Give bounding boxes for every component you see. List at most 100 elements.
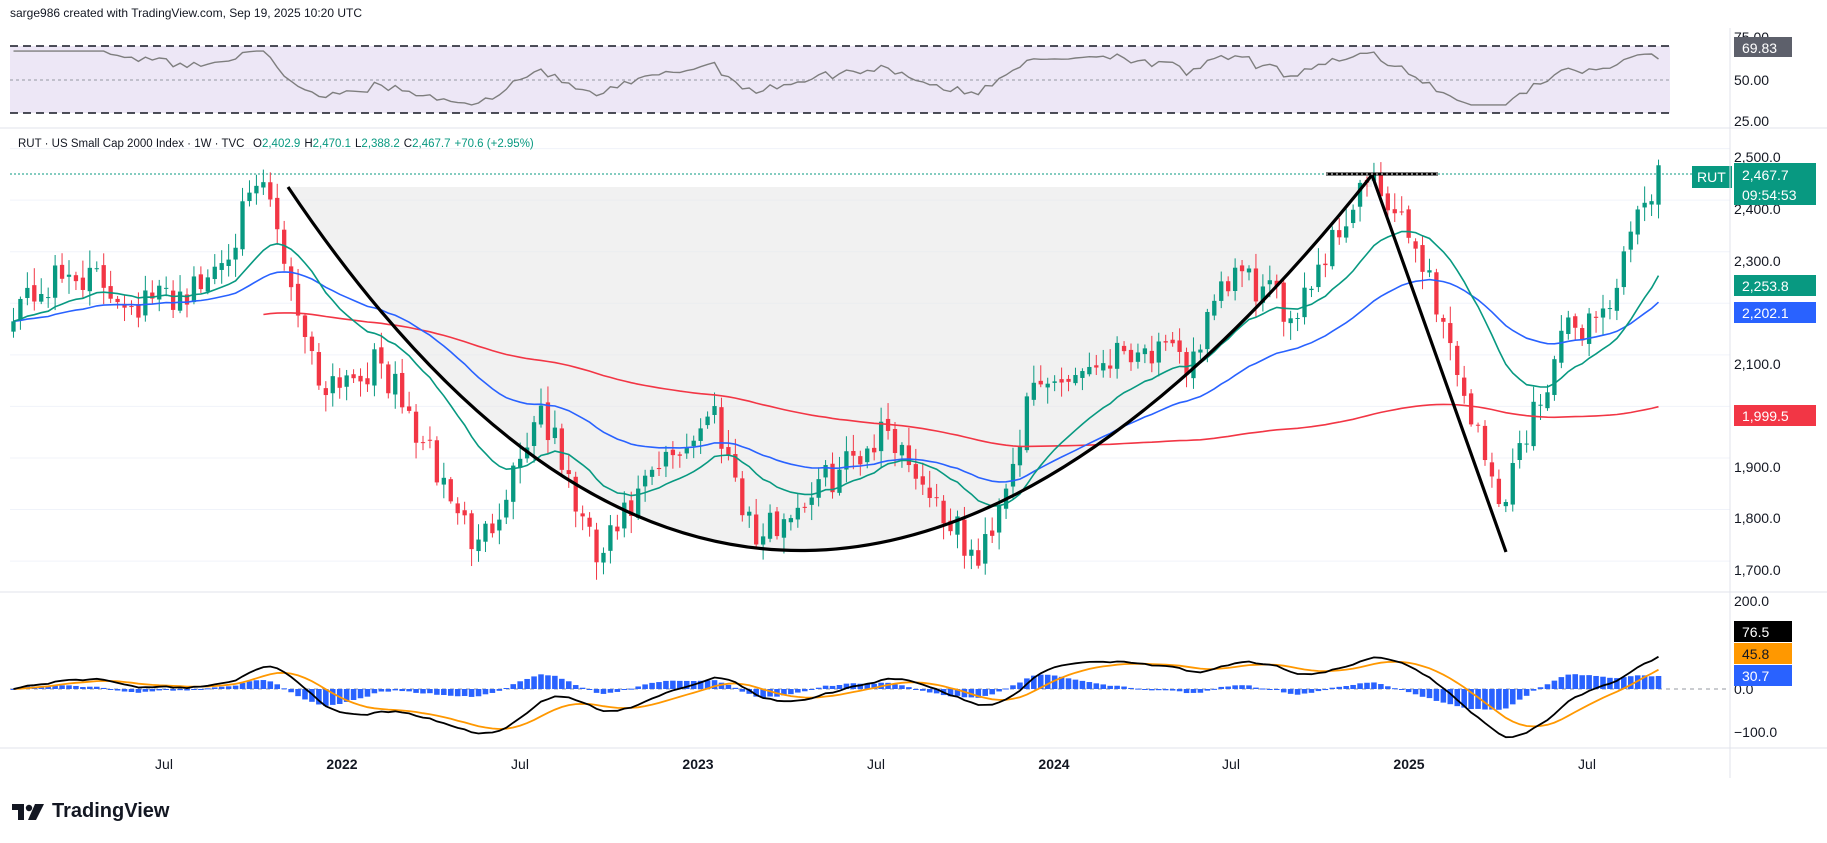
- ema-mid-value: 2,202.1: [1742, 305, 1789, 321]
- price-tick: 2,300.0: [1734, 253, 1781, 269]
- candle-up: [983, 534, 988, 564]
- macd-hist-bar: [892, 684, 898, 689]
- macd-hist-bar: [1280, 689, 1287, 693]
- macd-hist-bar: [586, 689, 593, 690]
- candle-down: [962, 519, 967, 556]
- macd-hist-bar: [1086, 682, 1093, 689]
- macd-hist-bar: [808, 689, 815, 690]
- candle-down: [1573, 316, 1578, 328]
- candle-down: [587, 517, 592, 527]
- candle-down: [80, 277, 86, 290]
- macd-pane[interactable]: 200.0 0.0 −100.0 76.5 45.8 30.7: [10, 593, 1792, 740]
- candle-up: [497, 519, 502, 531]
- tradingview-logo[interactable]: TradingView: [12, 800, 169, 823]
- macd-hist-bar: [1350, 684, 1356, 689]
- hist-value: 30.7: [1742, 668, 1769, 684]
- time-axis[interactable]: Jul 2022 Jul 2023 Jul 2024 Jul 2025 Jul: [155, 756, 1596, 772]
- macd-hist-bar: [434, 689, 440, 695]
- macd-hist-bar: [413, 689, 419, 693]
- macd-hist-bar: [329, 689, 336, 705]
- macd-hist-bar: [1641, 675, 1648, 689]
- macd-hist-bar: [239, 682, 246, 689]
- macd-hist-bar: [170, 689, 176, 691]
- handle-drop-line: [1370, 174, 1508, 553]
- macd-tick-200: 200.0: [1734, 593, 1769, 609]
- macd-hist-bar: [975, 689, 982, 698]
- candle-up: [1114, 342, 1120, 369]
- candle-down: [1489, 462, 1495, 477]
- price-tick: 1,800.0: [1734, 510, 1781, 526]
- candle-down: [1066, 378, 1071, 382]
- candle-up: [698, 428, 703, 441]
- macd-hist-bar: [1051, 675, 1058, 689]
- candle-up: [899, 444, 905, 456]
- ema-fast-value: 2,253.8: [1742, 278, 1789, 294]
- macd-hist-bar: [378, 689, 385, 692]
- macd-hist-bar: [572, 685, 579, 689]
- price-pane[interactable]: RUT · US Small Cap 2000 Index · 1W · TVC…: [10, 138, 1816, 580]
- macd-hist-bar: [996, 689, 1002, 692]
- price-axis: 2,500.0 2,400.0 2,300.0 2,100.0 1,900.0 …: [1734, 149, 1781, 578]
- macd-hist-bar: [1190, 689, 1197, 693]
- candle-down: [1593, 316, 1599, 318]
- candle-down: [268, 182, 273, 200]
- candle-down: [1392, 209, 1397, 214]
- macd-hist-bar: [1072, 679, 1079, 689]
- macd-hist-bar: [579, 687, 586, 689]
- candle-up: [1350, 209, 1356, 224]
- candle-up: [1566, 317, 1571, 335]
- candle-down: [1475, 424, 1481, 426]
- candle-down: [406, 406, 412, 411]
- macd-hist-bar: [1211, 688, 1218, 690]
- legend-c-label: C: [404, 138, 412, 150]
- macd-hist-bar: [822, 685, 829, 689]
- macd-hist-bar: [1121, 686, 1127, 689]
- candle-up: [143, 290, 148, 316]
- candle-up: [622, 502, 627, 529]
- macd-hist-bar: [1551, 680, 1558, 689]
- legend-ohlc: O2,402.9 H2,470.1 L2,388.2 C2,467.7 +70.6 (+…: [253, 138, 534, 150]
- rsi-tick-50: 50.00: [1734, 72, 1769, 88]
- candle-down: [990, 530, 995, 536]
- candle-down: [670, 449, 676, 456]
- candle-up: [1101, 363, 1106, 371]
- macd-hist-bar: [1169, 689, 1176, 691]
- price-tick: 2,500.0: [1734, 149, 1781, 165]
- candle-down: [427, 439, 433, 441]
- rsi-pane[interactable]: 75.00 50.00 25.00 69.83: [10, 29, 1792, 129]
- candle-up: [1510, 462, 1515, 505]
- last-price: 2,467.7: [1742, 167, 1789, 183]
- macd-hist-bar: [1385, 686, 1391, 689]
- candle-up: [212, 266, 217, 280]
- candle-down: [677, 454, 682, 456]
- macd-hist-bar: [420, 689, 426, 694]
- candle-down: [1121, 345, 1127, 352]
- candle-up: [441, 477, 446, 485]
- macd-hist-bar: [1433, 689, 1440, 701]
- macd-hist-bar: [1461, 689, 1467, 708]
- macd-hist-bar: [559, 678, 565, 689]
- candle-down: [309, 336, 315, 352]
- candle-down: [469, 513, 474, 550]
- candle-up: [1080, 371, 1085, 378]
- macd-hist-bar: [746, 689, 753, 694]
- candle-down: [545, 402, 551, 441]
- macd-hist-bar: [295, 689, 301, 697]
- candle-down: [892, 428, 898, 454]
- candle-up: [18, 298, 23, 321]
- legend-o-value: 2,402.9: [262, 138, 300, 150]
- candle-down: [1038, 380, 1043, 385]
- macd-hist-bar: [454, 689, 461, 697]
- macd-hist-bar: [732, 687, 739, 689]
- candle-down: [170, 290, 176, 310]
- candle-down: [566, 470, 571, 475]
- macd-hist-bar: [1454, 689, 1461, 707]
- macd-hist-bar: [954, 689, 961, 696]
- macd-hist-bar: [281, 688, 287, 690]
- macd-tick-neg100: −100.0: [1734, 724, 1777, 740]
- time-tick: 2025: [1393, 756, 1424, 772]
- candle-up: [1517, 443, 1522, 460]
- candle-down: [774, 511, 780, 537]
- candle-up: [46, 297, 51, 299]
